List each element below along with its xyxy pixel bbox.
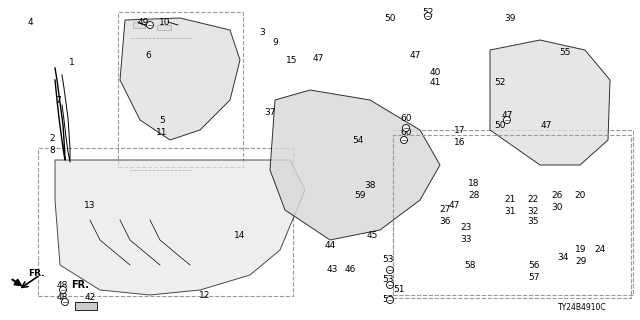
Text: 50: 50 xyxy=(494,121,506,130)
Text: 3: 3 xyxy=(259,28,265,36)
Text: 50: 50 xyxy=(384,13,396,22)
Text: 21: 21 xyxy=(504,196,516,204)
Text: 31: 31 xyxy=(504,207,516,217)
Text: 17: 17 xyxy=(454,125,466,134)
Text: 44: 44 xyxy=(324,241,335,250)
Text: 14: 14 xyxy=(234,230,246,239)
Text: 8: 8 xyxy=(49,146,55,155)
Text: 53: 53 xyxy=(382,295,394,305)
Text: 56: 56 xyxy=(528,260,540,269)
Text: 27: 27 xyxy=(439,205,451,214)
Circle shape xyxy=(504,116,511,124)
Bar xyxy=(157,25,171,30)
Text: 58: 58 xyxy=(464,260,476,269)
Text: 22: 22 xyxy=(527,196,539,204)
Text: 7: 7 xyxy=(55,95,61,105)
Text: 5: 5 xyxy=(159,116,165,124)
Text: FR.: FR. xyxy=(71,280,89,290)
Text: 48: 48 xyxy=(56,293,68,302)
Polygon shape xyxy=(120,18,240,140)
Text: 47: 47 xyxy=(540,121,552,130)
Text: 12: 12 xyxy=(199,291,211,300)
Text: 54: 54 xyxy=(352,135,364,145)
Text: 57: 57 xyxy=(528,274,540,283)
Text: 43: 43 xyxy=(326,266,338,275)
Text: 47: 47 xyxy=(312,53,324,62)
Bar xyxy=(393,135,631,298)
Text: 52: 52 xyxy=(422,7,434,17)
Polygon shape xyxy=(490,40,610,165)
Text: 59: 59 xyxy=(355,190,365,199)
Bar xyxy=(393,130,633,295)
Text: 4: 4 xyxy=(27,18,33,27)
Polygon shape xyxy=(55,160,305,295)
Text: 46: 46 xyxy=(344,266,356,275)
Circle shape xyxy=(387,267,394,274)
Text: 33: 33 xyxy=(460,236,472,244)
Text: 30: 30 xyxy=(551,203,563,212)
Bar xyxy=(133,22,145,28)
Text: 24: 24 xyxy=(595,245,605,254)
Text: FR.: FR. xyxy=(28,269,45,278)
Text: 20: 20 xyxy=(574,190,586,199)
Circle shape xyxy=(387,282,394,289)
Text: 55: 55 xyxy=(559,47,571,57)
Text: 47: 47 xyxy=(448,201,460,210)
Text: 28: 28 xyxy=(468,190,480,199)
Bar xyxy=(75,302,97,310)
Circle shape xyxy=(424,12,431,20)
Text: 49: 49 xyxy=(138,18,148,27)
Text: 32: 32 xyxy=(527,207,539,217)
Text: 53: 53 xyxy=(382,255,394,265)
Text: 1: 1 xyxy=(69,58,75,67)
Circle shape xyxy=(61,299,68,306)
Text: 6: 6 xyxy=(145,51,151,60)
Text: 40: 40 xyxy=(429,68,441,76)
Text: 18: 18 xyxy=(468,179,480,188)
Text: 39: 39 xyxy=(504,13,516,22)
Text: 11: 11 xyxy=(156,127,168,137)
Text: 23: 23 xyxy=(460,223,472,233)
Bar xyxy=(38,148,293,296)
Text: 45: 45 xyxy=(366,230,378,239)
Circle shape xyxy=(401,137,408,143)
Text: 60: 60 xyxy=(400,127,412,137)
Circle shape xyxy=(387,297,394,303)
Text: 47: 47 xyxy=(501,110,513,119)
Text: 16: 16 xyxy=(454,138,466,147)
Circle shape xyxy=(147,21,154,28)
Text: 42: 42 xyxy=(84,293,95,302)
Text: 26: 26 xyxy=(551,190,563,199)
Polygon shape xyxy=(270,90,440,240)
Text: 36: 36 xyxy=(439,218,451,227)
Text: 13: 13 xyxy=(84,201,96,210)
Circle shape xyxy=(403,124,410,132)
Text: 41: 41 xyxy=(429,77,441,86)
Text: 48: 48 xyxy=(56,281,68,290)
Text: 15: 15 xyxy=(286,55,298,65)
Text: 19: 19 xyxy=(575,245,587,254)
Text: 47: 47 xyxy=(410,51,420,60)
Text: 35: 35 xyxy=(527,218,539,227)
Bar xyxy=(118,12,243,167)
Circle shape xyxy=(60,286,67,293)
Text: 60: 60 xyxy=(400,114,412,123)
Text: 29: 29 xyxy=(575,258,587,267)
Text: 38: 38 xyxy=(364,180,376,189)
Text: 52: 52 xyxy=(494,77,506,86)
Text: 37: 37 xyxy=(264,108,276,116)
Text: 2: 2 xyxy=(49,133,55,142)
Text: 51: 51 xyxy=(393,285,404,294)
Text: TY24B4910C: TY24B4910C xyxy=(557,303,606,313)
Text: 53: 53 xyxy=(382,276,394,284)
Text: 34: 34 xyxy=(557,253,569,262)
Text: 9: 9 xyxy=(272,37,278,46)
Text: 10: 10 xyxy=(159,18,171,27)
